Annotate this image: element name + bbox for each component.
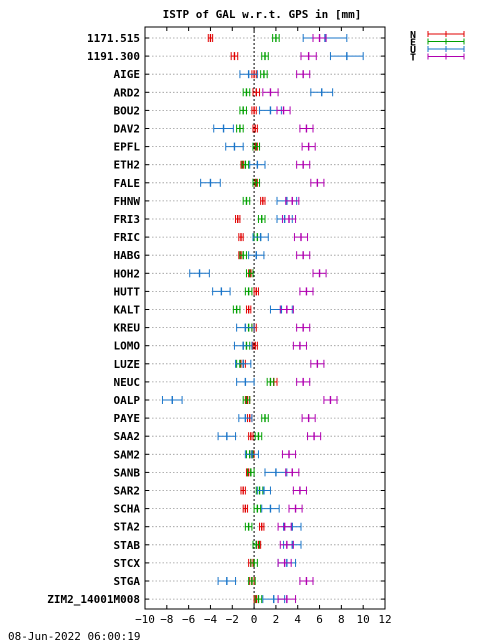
station-label: ZIM2_14001M008	[47, 593, 140, 606]
station-labels: 1171.515 1191.300 AIGE ARD2 BOU2 DAV2 EPFL ETH2…	[47, 32, 140, 606]
station-label: FRI3	[114, 213, 141, 226]
station-label: PAYE	[114, 412, 141, 425]
station-label: AIGE	[114, 68, 141, 81]
station-label: STCX	[114, 557, 141, 570]
station-label: LUZE	[114, 358, 141, 371]
station-label: SAM2	[114, 448, 141, 461]
station-label: SAA2	[114, 430, 141, 443]
station-label: ETH2	[114, 159, 141, 172]
station-label: ARD2	[114, 86, 141, 99]
x-tick-label: 0	[251, 613, 258, 626]
station-label: SCHA	[114, 503, 141, 516]
station-label: 1191.300	[87, 50, 140, 63]
plot-frame	[144, 26, 386, 610]
station-label: 1171.515	[87, 32, 140, 45]
legend-label-n: N	[410, 30, 416, 41]
chart-title: ISTP of GAL w.r.t. GPS in [mm]	[163, 8, 362, 21]
station-label: STGA	[114, 575, 141, 588]
x-tick-label: 10	[357, 613, 370, 626]
station-label: NEUC	[114, 376, 141, 389]
station-label: HOH2	[114, 267, 141, 280]
station-label: KALT	[114, 304, 141, 317]
x-tick-label: 12	[378, 613, 391, 626]
station-label: OALP	[114, 394, 141, 407]
station-label: KREU	[114, 322, 141, 335]
x-tick-label: −4	[204, 613, 218, 626]
station-label: FHNW	[114, 195, 141, 208]
station-label: FRIC	[114, 231, 141, 244]
station-label: LOMO	[114, 340, 141, 353]
legend-label-e: E	[410, 38, 416, 49]
x-tick-label: 4	[294, 613, 301, 626]
station-label: HABG	[114, 249, 141, 262]
x-tick-label: 8	[338, 613, 345, 626]
x-axis-ticks: −10 −8 −6 −4 −2 0 2 4 6 8 10 12	[135, 27, 392, 626]
station-label: SANB	[114, 466, 141, 479]
x-tick-label: −2	[226, 613, 239, 626]
legend-label-t: T	[410, 53, 416, 64]
legend-label-u: U	[410, 45, 416, 56]
station-label: SAR2	[114, 485, 141, 498]
station-label: EPFL	[114, 141, 141, 154]
station-label: BOU2	[114, 104, 141, 117]
station-label: DAV2	[114, 123, 141, 136]
x-tick-label: −8	[160, 613, 173, 626]
grid-lines	[145, 37, 385, 600]
x-tick-label: 2	[273, 613, 280, 626]
station-label: HUTT	[114, 285, 141, 298]
x-tick-label: −6	[182, 613, 195, 626]
x-tick-label: −10	[135, 613, 155, 626]
station-label: STAB	[114, 539, 141, 552]
x-tick-label: 6	[316, 613, 323, 626]
error-bar-marks	[161, 34, 364, 604]
station-label: STA2	[114, 521, 141, 534]
timestamp: 08-Jun-2022 06:00:19	[8, 630, 140, 643]
station-label: FALE	[114, 177, 141, 190]
